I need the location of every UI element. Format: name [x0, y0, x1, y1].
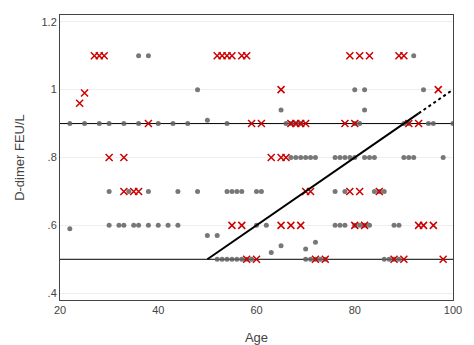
svg-text:100: 100 — [444, 304, 462, 316]
svg-text:Age: Age — [245, 330, 268, 345]
svg-text:60: 60 — [250, 304, 262, 316]
svg-text:D-dimer FEU/L: D-dimer FEU/L — [12, 114, 27, 201]
svg-text:1.2: 1.2 — [42, 16, 57, 28]
svg-text:40: 40 — [152, 304, 164, 316]
svg-text:.8: .8 — [48, 151, 57, 163]
svg-text:.6: .6 — [48, 219, 57, 231]
svg-text:1: 1 — [51, 83, 57, 95]
svg-text:20: 20 — [54, 304, 66, 316]
svg-text:.4: .4 — [48, 287, 57, 299]
svg-text:80: 80 — [349, 304, 361, 316]
